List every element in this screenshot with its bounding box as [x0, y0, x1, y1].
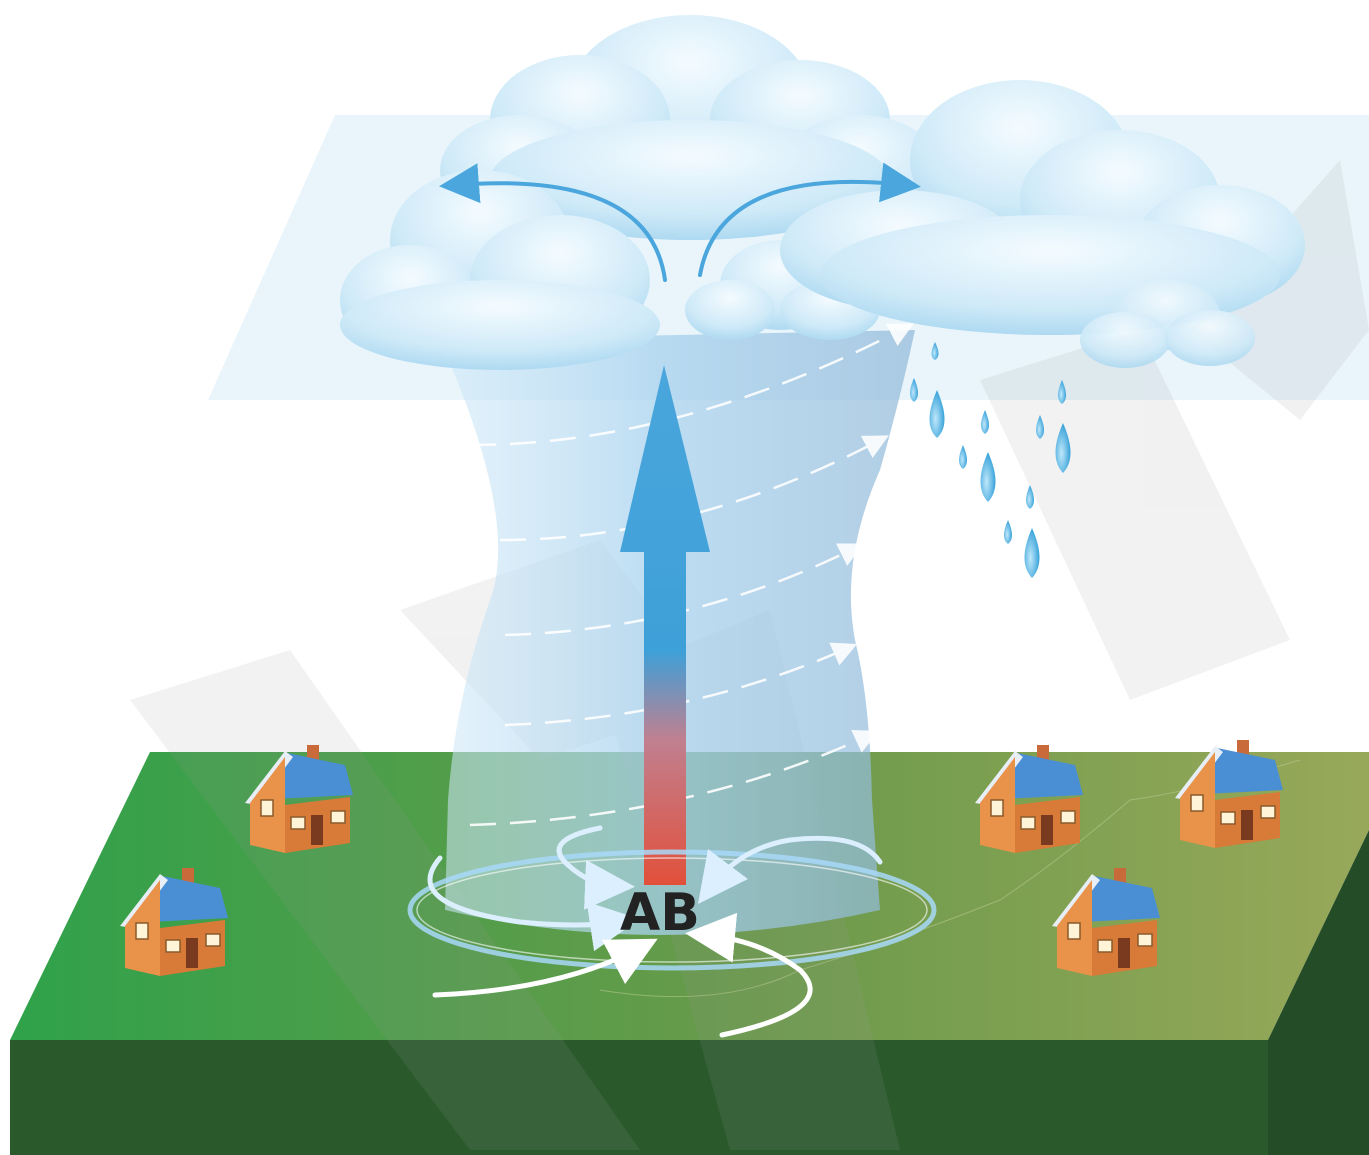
low-pressure-ring [407, 849, 937, 971]
low-pressure-ring-inner [416, 857, 928, 963]
rain-drops [910, 342, 1071, 578]
house [120, 868, 228, 976]
house [1175, 740, 1283, 848]
cloud-right-small [1080, 280, 1255, 368]
house [245, 745, 353, 853]
outflow-arrows [439, 162, 921, 282]
cloud-left-bottom [340, 170, 660, 370]
center-label: AB [620, 883, 700, 943]
converging-surface-arrows [427, 825, 883, 1038]
house [1052, 868, 1160, 976]
houses [120, 740, 1283, 976]
updraft-arrow [620, 365, 710, 885]
cloud-left-top [440, 15, 940, 240]
house [975, 745, 1083, 853]
